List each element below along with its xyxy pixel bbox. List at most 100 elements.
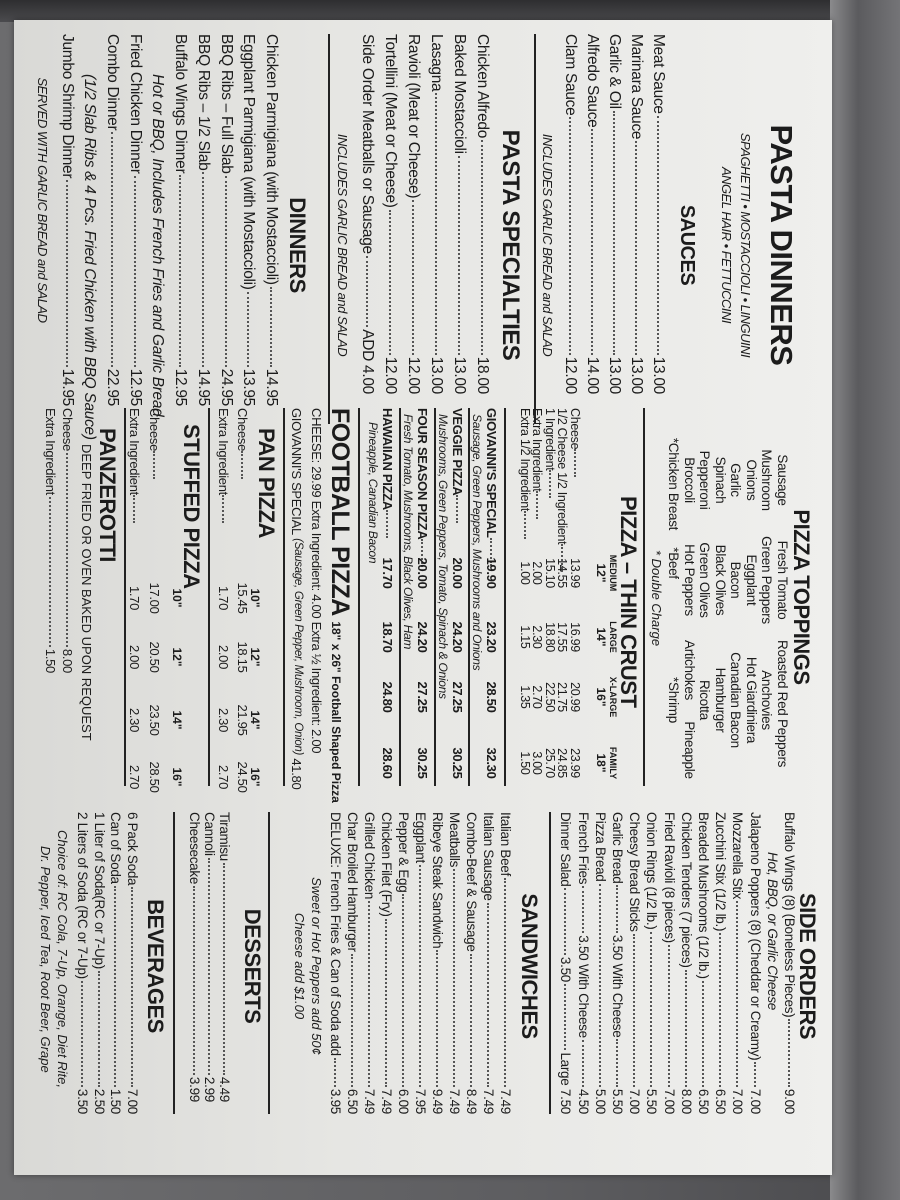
menu-item: Pizza Bread 5.00	[592, 812, 609, 1114]
item-price-alt: 3.50 With Cheese	[609, 934, 625, 1038]
row-name: Cheese	[568, 408, 582, 450]
row-label: 1 Ingredient	[543, 408, 557, 499]
size-inches: 16"	[170, 767, 184, 787]
item-name: Cannoli	[202, 812, 217, 856]
menu-item: Italian Sausage 7.49	[480, 812, 497, 1114]
row-price: 23.50	[147, 704, 162, 736]
dot-leader	[615, 1039, 618, 1087]
item-price: 2.50	[92, 1088, 107, 1114]
item-price: 5.50	[609, 1088, 625, 1114]
topping-item: Canadian Bacon	[728, 652, 744, 748]
row-price: 19.90	[484, 557, 499, 589]
item-name: Eggplant	[413, 812, 428, 863]
row-price: 1.50	[518, 751, 532, 775]
pasta-types-line-2: ANGEL HAIR • FETTUCCINI	[719, 166, 734, 324]
item-name: Meatballs	[447, 812, 462, 868]
menu-item: Extra Ingredient 1.50	[42, 408, 59, 673]
price-row: FOUR SEASON PIZZA 20.00 24.20 27.25 30.25	[415, 408, 430, 786]
item-price: 5.00	[592, 1088, 608, 1114]
row-label: GIOVANNI'S SPECIAL	[484, 408, 499, 566]
topping-item: *Shrimp	[666, 677, 682, 723]
menu-item: Meatballs 7.49	[446, 812, 463, 1114]
pasta-specialties-title: PASTA SPECIALTIES	[497, 129, 524, 361]
menu-item: Eggplant Parmigiana (with Mostaccioli) 13…	[237, 34, 260, 406]
menu-item: Meat Sauce 13.00	[647, 34, 669, 394]
menu-item: BBQ Ribs – Full Slab 24.95	[214, 34, 237, 406]
row-price: 24.50	[235, 761, 250, 793]
menu-item: Lasagna 13.00	[425, 34, 448, 394]
item-price: 14.95	[58, 368, 76, 406]
item-name: Baked Mostaccioli	[451, 34, 468, 154]
dot-leader	[386, 509, 388, 538]
panzerotti-list: Cheese 8.00 Extra Ingredient 1.50	[42, 408, 76, 673]
menu-item: French Fries 3.50 With Cheese 4.50	[574, 812, 591, 1114]
panzerotti-subtitle: DEEP FRIED OR OVEN BAKED UPON REQUEST	[79, 444, 94, 741]
dot-leader	[524, 511, 526, 540]
row-label: Extra 1/2 Ingredient	[518, 408, 532, 540]
item-price: 8.00	[678, 1088, 694, 1114]
dot-leader	[598, 883, 601, 1087]
menu-item: 1 Liter of Soda(RC or 7-Up) 2.50	[91, 812, 107, 1114]
item-price: 7.00	[125, 1088, 140, 1114]
menu-item: Ravioli (Meat or Cheese) 12.00	[402, 34, 425, 394]
menu-item: Cheesy Bread Sticks 7.00	[626, 812, 643, 1114]
dot-leader	[208, 857, 210, 1075]
item-price: 12.00	[405, 356, 422, 394]
item-price: 3.99	[187, 1076, 202, 1102]
side-orders-list: Buffalo Wings (8) (Boneless Pieces) 9.00 H…	[557, 812, 798, 1114]
dot-leader	[635, 141, 637, 355]
menu-sheet: PASTA DINNERS SPAGHETTI • MOSTACCIOLI • …	[14, 20, 832, 1175]
size-inches: 18"	[594, 753, 608, 773]
dot-leader	[504, 877, 506, 1087]
dot-leader	[719, 933, 722, 1087]
row-name: GIOVANNI'S SPECIAL	[484, 408, 499, 538]
special-description: Fresh Tomato, Mushrooms, Black Olives, H…	[401, 414, 415, 650]
row-price: 2.00	[216, 644, 231, 670]
item-price: 3.95	[328, 1088, 343, 1114]
divider	[173, 812, 175, 1114]
thin-crust-title: PIZZA – THIN CRUST	[616, 496, 641, 708]
item-name: Eggplant Parmigiana (with Mostaccioli)	[240, 34, 258, 290]
size-inches: 16"	[594, 687, 608, 707]
row-label: VEGGIE PIZZA	[450, 408, 465, 524]
toppings-grid: Sausage Fresh Tomato Roasted Red Peppers Mu…	[665, 408, 791, 786]
row-price: 2.00	[530, 561, 545, 585]
price-row: 1 Ingredient 15.10 18.80 22.50 25.70	[543, 408, 557, 786]
item-name: Hot, BBQ, or Garlic Cheese	[764, 852, 780, 1011]
dot-leader	[435, 93, 437, 355]
menu-item: Fried Ravioli (8 pieces) 7.00	[660, 812, 677, 1114]
row-price: 16.99	[568, 622, 582, 652]
menu-item: Italian Beef 7.49	[497, 812, 514, 1114]
item-name: Grilled Chicken	[362, 812, 377, 900]
menu-item: Clam Sauce 12.00	[559, 34, 581, 394]
item-price: 1.50	[43, 648, 58, 673]
row-price: 24.20	[415, 621, 430, 653]
menu-item: Mozzarella Stix 7.00	[729, 812, 746, 1114]
dot-leader	[458, 155, 460, 355]
row-price: 15.10	[543, 558, 557, 588]
special-desc: (Sausage, Green Pepper, Mushroom, Onion)	[292, 538, 304, 756]
dinners-title: DINNERS	[285, 197, 310, 293]
item-name: Tortellini (Meat or Cheese)	[382, 34, 399, 208]
dot-leader	[453, 869, 455, 1087]
row-price: 20.50	[147, 641, 162, 673]
row-label: Cheese	[147, 408, 162, 480]
item-name: BBQ Ribs – 1/2 Slab	[194, 34, 212, 171]
price-row: Cheese 15.45 18.15 21.95 24.50	[235, 408, 250, 793]
dot-leader	[536, 491, 539, 520]
menu-item: Buffalo Wings Dinner 12.95	[168, 34, 191, 406]
dot-leader	[788, 1019, 790, 1087]
row-label: Extra Ingredient	[216, 408, 231, 523]
menu-item: Chicken Parmigiana (with Mostaccioli) 14.…	[259, 34, 282, 406]
topping-item: Pineapple	[682, 721, 697, 779]
menu-item: Side Order Meatballs or Sausage ADD 4.00	[356, 34, 379, 394]
menu-item: Onion Rings (1/2 lb.) 5.50	[643, 812, 660, 1114]
menu-item: Tortellini (Meat or Cheese) 12.00	[379, 34, 402, 394]
menu-item: Chicken Filet (Fry) 7.49	[378, 812, 395, 1114]
divider	[124, 408, 126, 786]
item-price: 24.95	[217, 368, 235, 406]
topping-item: Bacon	[728, 561, 744, 599]
item-price: 7.49	[447, 1088, 462, 1114]
row-price: 21.75	[555, 682, 570, 712]
sandwich-cheese-note: Cheese add $1.00	[292, 912, 307, 1020]
